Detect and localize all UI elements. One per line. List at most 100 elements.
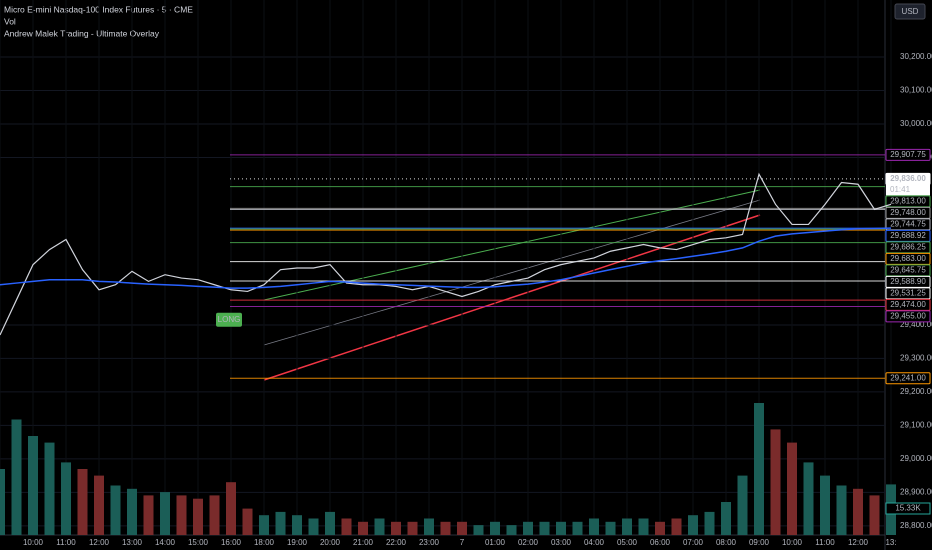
volume-bar — [671, 518, 682, 535]
volume-bar — [259, 515, 269, 535]
level-label: 29,241.00 — [890, 373, 926, 382]
volume-bar — [358, 521, 368, 535]
volume-bar — [308, 518, 319, 535]
volume-bar — [391, 521, 401, 535]
x-tick-label: 13:00 — [122, 538, 143, 547]
volume-bar — [490, 521, 500, 535]
volume-bar — [292, 515, 302, 535]
trendline — [263, 199, 761, 346]
x-tick-label: 11:00 — [815, 538, 835, 547]
indicator: Andrew Malek Trading - Ultimate Overlay — [4, 28, 160, 38]
x-tick-label: 06:00 — [650, 538, 671, 547]
volume-bar — [506, 525, 517, 535]
x-tick-label: 04:00 — [584, 538, 605, 547]
volume-bar — [655, 521, 665, 535]
x-tick-label: 02:00 — [518, 538, 539, 547]
level-label: 29,474.00 — [890, 300, 926, 309]
volume-bar — [127, 488, 137, 535]
volume-bar — [0, 469, 5, 535]
volume-bar — [110, 485, 121, 535]
y-tick-label: 30,200.00 — [900, 52, 932, 61]
volume-bar — [836, 485, 847, 535]
y-tick-label: 29,300.00 — [900, 354, 932, 363]
countdown: 01:41 — [890, 185, 911, 194]
x-tick-label: 12:00 — [89, 538, 110, 547]
volume-bar — [94, 475, 104, 535]
level-label-box — [885, 310, 931, 323]
level-label: 29,683.00 — [890, 254, 926, 263]
volume-bar — [572, 521, 583, 535]
level-label: 29,836.00 — [890, 174, 926, 183]
volume-bar — [242, 508, 253, 535]
level-label: 29,813.00 — [890, 196, 926, 205]
volume-bar — [754, 403, 764, 535]
x-tick-label: 08:00 — [716, 538, 737, 547]
currency[interactable]: USD — [902, 7, 919, 16]
volume-bar — [176, 495, 187, 535]
level-label: 29,455.00 — [890, 311, 926, 320]
volume-bar — [44, 442, 55, 535]
x-tick-label: 21:00 — [353, 538, 374, 547]
currency-button[interactable] — [894, 3, 926, 20]
volume-bar — [325, 511, 335, 535]
volume-bar — [622, 518, 632, 535]
x-tick-label: 20:00 — [320, 538, 341, 547]
x-tick-label: 05:00 — [617, 538, 638, 547]
volume-bar — [820, 475, 830, 535]
y-tick-label: 29,000.00 — [900, 454, 932, 463]
volume-bar — [28, 436, 38, 535]
volume-bar — [457, 521, 467, 535]
y-tick-label: 30,000.00 — [900, 119, 932, 128]
y-tick-label: 29,200.00 — [900, 387, 932, 396]
signal-box — [216, 312, 242, 327]
level-label-box — [885, 148, 931, 161]
volume-bar — [737, 475, 748, 535]
x-tick-label: 16:00 — [221, 538, 242, 547]
volume-bar — [803, 462, 814, 535]
volume-bar — [440, 521, 451, 535]
volume-bar — [556, 521, 566, 535]
volume-bar — [374, 518, 385, 535]
x-tick-label: 03:00 — [551, 538, 572, 547]
level-label: 29,531.25 — [890, 288, 926, 297]
level-label-box — [885, 372, 931, 385]
y-tick-label: 29,100.00 — [900, 421, 932, 430]
volume-bar — [473, 525, 484, 535]
volume-bar — [589, 518, 599, 535]
volume-bar — [638, 518, 649, 535]
subtitle: Vol — [4, 16, 16, 26]
volume-bar — [193, 498, 203, 535]
x-tick-label: 01:00 — [485, 538, 506, 547]
series-line — [0, 227, 892, 289]
level-label: 29,645.75 — [890, 265, 926, 274]
volume-bar — [605, 521, 616, 535]
volume-bar — [143, 495, 154, 535]
x-tick-label: 14:00 — [155, 538, 176, 547]
x-tick-label: 07:00 — [683, 538, 704, 547]
volume-bar — [770, 429, 781, 535]
volume-label-box — [885, 502, 931, 515]
x-tick-label: 7 — [460, 538, 465, 547]
volume-bar — [688, 515, 698, 535]
x-tick-label: 11:00 — [56, 538, 76, 547]
volume-bar — [424, 518, 434, 535]
volume-bar — [275, 511, 286, 535]
volume-bar — [11, 419, 22, 535]
x-tick-label: 19:00 — [287, 538, 308, 547]
level-label: 29,748.00 — [890, 208, 926, 217]
y-tick-label: 28,900.00 — [900, 488, 932, 497]
x-tick-label: 10:00 — [23, 538, 44, 547]
volume-bar — [704, 511, 715, 535]
x-tick-label: 22:00 — [386, 538, 407, 547]
level-label: 29,907.75 — [890, 150, 926, 159]
volume-bar — [77, 469, 88, 535]
countdown-box — [886, 184, 930, 196]
volume-bar — [341, 518, 352, 535]
x-tick-label: 10:00 — [782, 538, 803, 547]
x-tick-label: 12:00 — [848, 538, 869, 547]
volume-label: 15.33K — [895, 504, 921, 513]
y-tick-label: 28,800.00 — [900, 521, 932, 530]
volume-bar — [721, 502, 731, 535]
